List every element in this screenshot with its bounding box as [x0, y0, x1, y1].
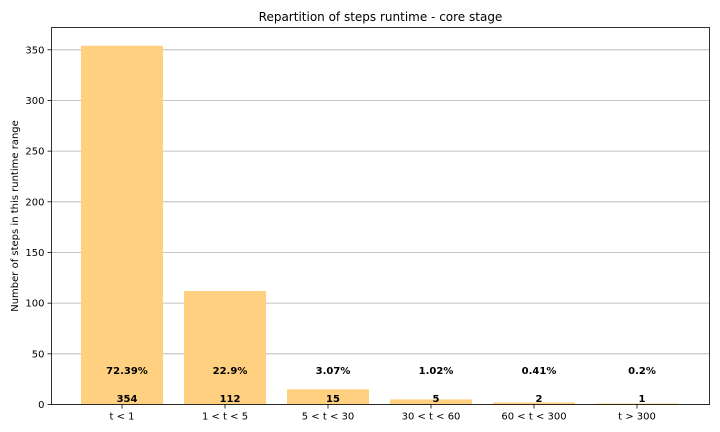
bar: [596, 403, 678, 405]
bar: [287, 389, 369, 405]
y-tick-label: 250: [25, 147, 44, 158]
x-tick-label: 5 < t < 30: [302, 412, 354, 423]
percent-label: 1.02%: [419, 366, 454, 377]
y-tick-label: 350: [25, 45, 44, 56]
y-tick-label: 0: [38, 400, 44, 411]
x-tick-label: t > 300: [618, 412, 656, 423]
y-tick-label: 50: [32, 349, 45, 360]
count-label: 2: [536, 394, 543, 405]
bar: [390, 399, 472, 405]
x-tick-label: t < 1: [109, 412, 134, 423]
y-tick-label: 150: [25, 248, 44, 259]
x-tick-label: 30 < t < 60: [402, 412, 461, 423]
y-tick-label: 200: [25, 197, 44, 208]
y-tick-label: 300: [25, 96, 44, 107]
percent-label: 0.2%: [628, 366, 656, 377]
count-label: 112: [220, 394, 241, 405]
count-label: 5: [433, 394, 440, 405]
count-label: 1: [639, 394, 646, 405]
bar: [81, 45, 163, 405]
x-tick-label: 60 < t < 300: [501, 412, 566, 423]
y-tick-label: 100: [25, 299, 44, 310]
y-axis: 0 50 100 150 200 250 300 350: [25, 45, 52, 411]
percent-label: 22.9%: [213, 366, 248, 377]
data-labels: 72.39% 354 22.9% 112 3.07% 15 1.02% 5 0.41% 2 0.2%…: [106, 366, 656, 405]
count-label: 15: [326, 394, 340, 405]
x-tick-label: 1 < t < 5: [202, 412, 248, 423]
plot-frame: [51, 27, 710, 405]
bar: [184, 290, 266, 405]
bar: [493, 402, 575, 405]
x-axis: t < 1 1 < t < 5 5 < t < 30 30 < t < 60 60 < …: [109, 404, 656, 423]
y-axis-label: Number of steps in this runtime range: [10, 120, 21, 312]
bars: [81, 45, 678, 405]
count-label: 354: [117, 394, 138, 405]
chart-title: Repartition of steps runtime - core stag…: [259, 10, 503, 24]
percent-label: 0.41%: [522, 366, 557, 377]
percent-label: 3.07%: [316, 366, 351, 377]
percent-label: 72.39%: [106, 366, 148, 377]
